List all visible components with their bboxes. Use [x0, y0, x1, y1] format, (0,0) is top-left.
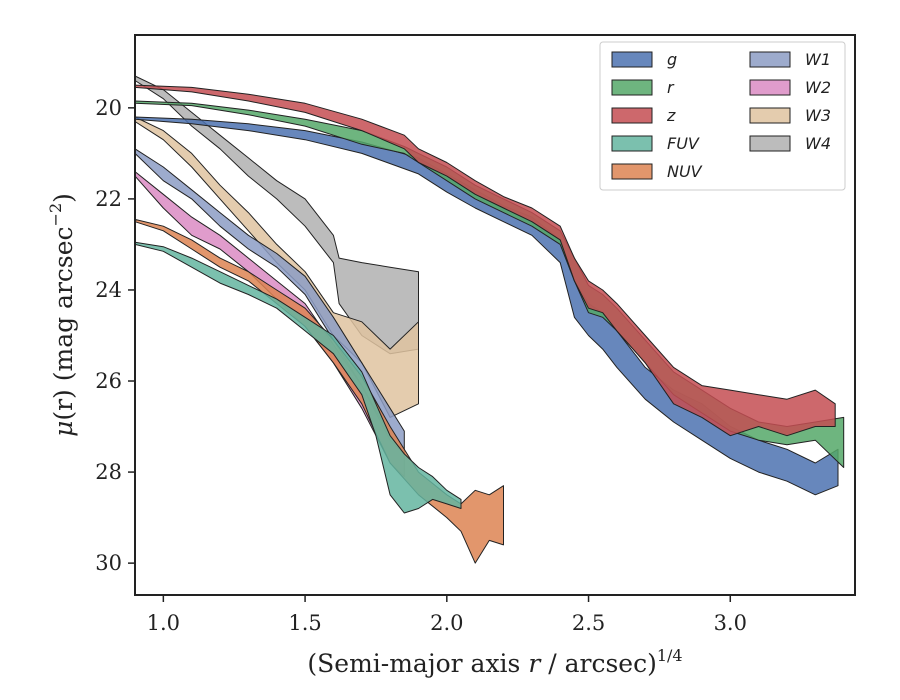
- legend: grz FUV NUV W1 W2 W3 W4: [599, 41, 846, 191]
- y-axis-label-rest: (r) (mag arcsec: [49, 226, 78, 420]
- legend-label-r: r: [667, 78, 675, 97]
- legend-label-g: g: [667, 50, 677, 69]
- y-tick-label: 26: [95, 369, 122, 393]
- legend-swatch-r: [611, 79, 653, 96]
- legend-label-nuv: NUV: [667, 162, 703, 181]
- x-tick-label: 1.0: [147, 611, 180, 635]
- legend-swatch-z: [611, 107, 653, 124]
- y-axis-label-close: ): [49, 193, 78, 203]
- y-tick-label: 24: [95, 278, 122, 302]
- y-axis-label-mu: μ: [49, 421, 78, 437]
- y-tick-label: 20: [95, 96, 122, 120]
- series-layer: [134, 75, 845, 564]
- series-band-z: [134, 84, 836, 437]
- legend-swatch-fuv: [611, 135, 653, 152]
- y-axis-label: μ(r) (mag arcsec−2): [46, 193, 78, 437]
- x-axis-label-rest: / arcsec): [540, 649, 657, 678]
- y-tick-label: 30: [95, 551, 122, 575]
- plot-frame: [134, 34, 856, 596]
- legend-box: [599, 41, 846, 191]
- x-axis-label: (Semi-major axis r / arcsec)1/4: [307, 646, 682, 678]
- legend-label-z: z: [666, 106, 676, 125]
- legend-swatch-g: [611, 51, 653, 68]
- legend-label-w4: W4: [805, 134, 831, 153]
- x-axis-label-sup: 1/4: [657, 646, 683, 665]
- legend-swatch-nuv: [611, 163, 653, 180]
- legend-label-w3: W3: [805, 106, 831, 125]
- x-tick-label: 2.5: [572, 611, 605, 635]
- x-axis-label-var: r: [528, 649, 542, 678]
- x-tick-label: 1.5: [288, 611, 321, 635]
- y-tick-label: 22: [95, 187, 122, 211]
- ticks-layer: 1.0 1.5 2.0 2.5 3.0 20 22 24 26 28 30: [95, 96, 747, 635]
- x-tick-label: 2.0: [430, 611, 463, 635]
- y-axis-label-sup: −2: [46, 203, 65, 227]
- series-band-fuv: [134, 241, 462, 514]
- y-tick-label: 28: [95, 460, 122, 484]
- legend-swatch-w2: [749, 79, 791, 96]
- x-tick-label: 3.0: [714, 611, 747, 635]
- legend-label-w2: W2: [805, 78, 831, 97]
- x-axis-label-main: (Semi-major axis: [307, 649, 528, 678]
- legend-swatch-w1: [749, 51, 791, 68]
- legend-label-fuv: FUV: [667, 134, 700, 153]
- legend-label-w1: W1: [805, 50, 831, 69]
- legend-swatch-w4: [749, 135, 791, 152]
- legend-swatch-w3: [749, 107, 791, 124]
